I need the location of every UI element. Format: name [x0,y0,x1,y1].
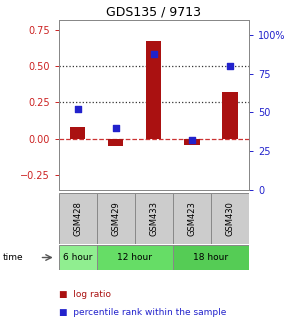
Text: GSM430: GSM430 [226,201,234,236]
Bar [59,245,97,270]
Bar [222,92,238,139]
Point [75,107,80,112]
Text: time: time [3,253,23,262]
Point [190,138,194,143]
Title: GDS135 / 9713: GDS135 / 9713 [106,6,201,18]
Point [228,63,232,69]
Bar [97,245,173,270]
Point [113,125,118,130]
Bar [135,193,173,244]
Bar [173,193,211,244]
Text: GSM428: GSM428 [73,201,82,236]
Bar [173,245,249,270]
Bar [70,127,85,139]
Text: 6 hour: 6 hour [63,253,92,262]
Text: GSM423: GSM423 [188,201,196,236]
Bar [211,193,249,244]
Bar [146,42,161,139]
Text: GSM433: GSM433 [149,201,158,236]
Bar [97,193,135,244]
Bar [184,139,200,145]
Bar [59,193,97,244]
Text: 12 hour: 12 hour [117,253,152,262]
Text: ■  percentile rank within the sample: ■ percentile rank within the sample [59,308,226,317]
Text: ■  log ratio: ■ log ratio [59,290,110,299]
Bar [108,139,123,146]
Point [151,51,156,56]
Text: 18 hour: 18 hour [193,253,229,262]
Text: GSM429: GSM429 [111,201,120,236]
